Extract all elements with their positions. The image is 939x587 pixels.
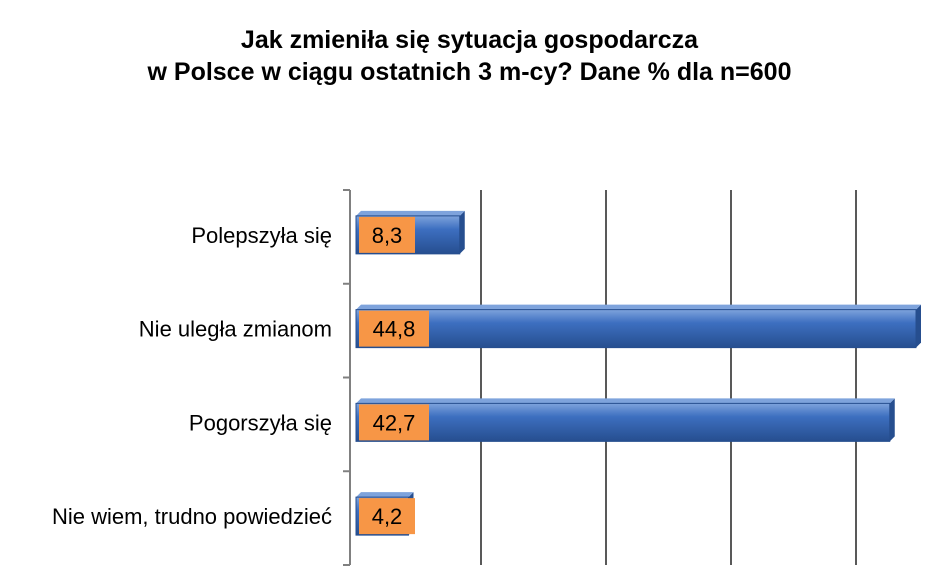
bar (355, 398, 895, 442)
chart-title-line-2: w Polsce w ciągu ostatnich 3 m-cy? Dane … (147, 58, 792, 86)
svg-text:8,3: 8,3 (372, 223, 403, 248)
value-labels: 8,3 44,8 42,7 4,2 (359, 216, 429, 535)
value-label: 8,3 (359, 216, 415, 253)
category-labels: Polepszyła się Nie uległa zmianom Pogorszy… (52, 223, 332, 529)
category-label: Nie uległa zmianom (139, 317, 332, 342)
svg-text:4,2: 4,2 (372, 504, 403, 529)
svg-text:44,8: 44,8 (373, 317, 416, 342)
category-label: Pogorszyła się (189, 410, 332, 435)
bars (355, 210, 921, 536)
value-label: 42,7 (359, 404, 429, 441)
chart-title-line-1: Jak zmieniła się sytuacja gospodarcza (240, 26, 699, 54)
value-label: 44,8 (359, 310, 429, 347)
category-label: Nie wiem, trudno powiedzieć (52, 504, 332, 529)
value-label: 4,2 (359, 498, 415, 535)
category-axis (343, 189, 351, 566)
bar (355, 304, 921, 349)
svg-text:42,7: 42,7 (373, 410, 416, 435)
gridlines (480, 190, 857, 565)
chart-title: Jak zmieniła się sytuacja gospodarcza w … (0, 24, 939, 88)
category-label: Polepszyła się (191, 223, 332, 248)
